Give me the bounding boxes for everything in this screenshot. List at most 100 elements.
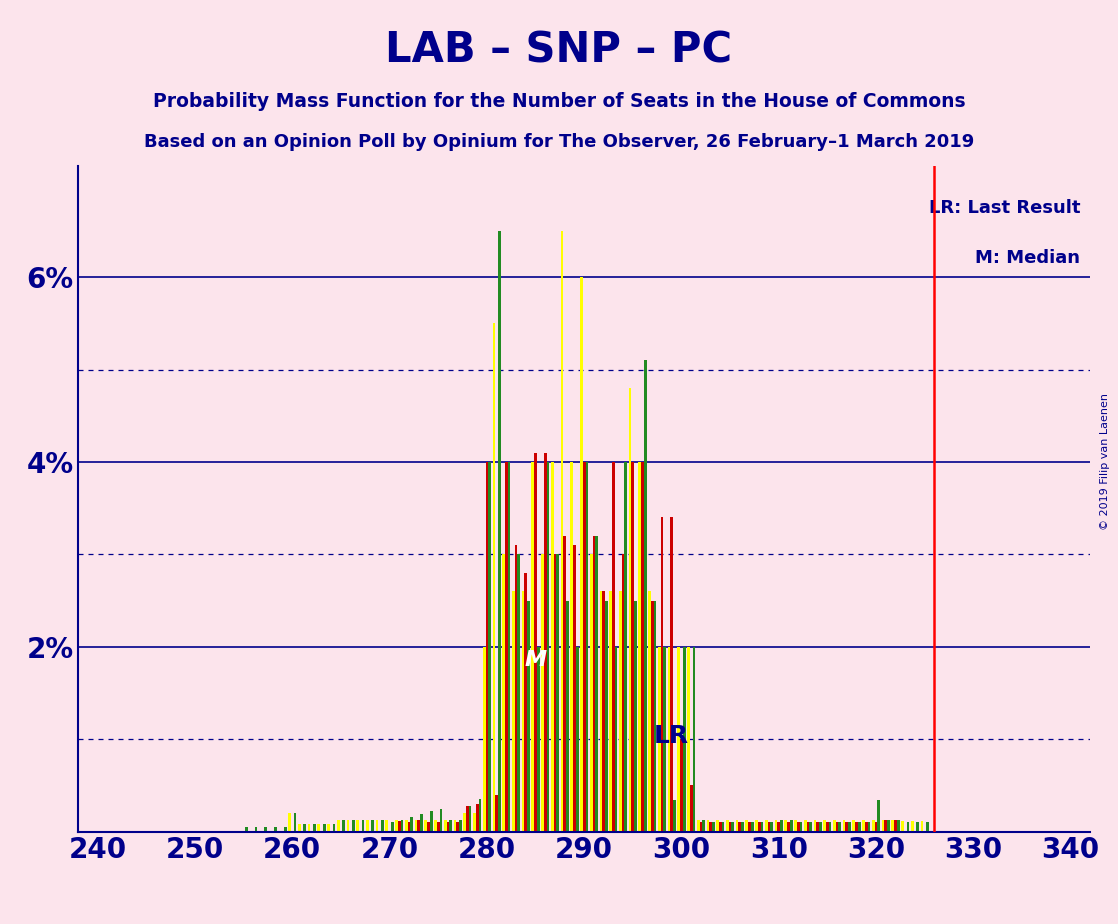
Bar [278,831,282,832]
Bar [291,831,294,832]
Bar [405,820,408,832]
Bar [444,820,446,832]
Bar [755,820,758,832]
Bar [582,462,586,832]
Text: M: Median: M: Median [975,249,1080,267]
Bar [468,806,472,832]
Bar [301,831,303,832]
Bar [729,822,731,832]
Bar [760,822,764,832]
Bar [1043,831,1045,832]
Bar [872,820,874,832]
Bar [342,820,345,832]
Bar [489,462,491,832]
Bar [657,647,661,832]
Text: LAB – SNP – PC: LAB – SNP – PC [386,30,732,71]
Text: © 2019 Filip van Laenen: © 2019 Filip van Laenen [1100,394,1109,530]
Bar [359,831,362,832]
Bar [94,831,96,832]
Bar [959,831,963,832]
Bar [777,822,780,832]
Bar [235,831,238,832]
Text: LR: LR [654,724,690,748]
Bar [654,601,656,832]
Bar [1069,831,1072,832]
Bar [1067,831,1069,832]
Bar [789,820,793,832]
Bar [255,827,257,832]
Bar [719,822,722,832]
Bar [1017,831,1021,832]
Bar [528,601,530,832]
Bar [502,554,505,832]
Bar [391,822,394,832]
Bar [125,831,129,832]
Bar [142,831,145,832]
Bar [692,647,695,832]
Bar [408,822,410,832]
Bar [1021,831,1023,832]
Bar [878,800,880,832]
Bar [551,462,553,832]
Bar [307,824,311,832]
Bar [362,820,364,832]
Bar [758,822,760,832]
Bar [483,647,485,832]
Bar [543,453,547,832]
Bar [243,831,245,832]
Bar [505,462,508,832]
Bar [415,820,417,832]
Bar [644,360,646,832]
Text: LR: Last Result: LR: Last Result [929,199,1080,216]
Bar [634,601,637,832]
Bar [920,821,923,832]
Bar [1033,831,1035,832]
Bar [222,831,226,832]
Bar [449,820,452,832]
Bar [1023,831,1026,832]
Bar [1001,831,1004,832]
Bar [369,831,371,832]
Bar [593,536,595,832]
Bar [239,831,243,832]
Bar [466,806,468,832]
Bar [862,820,865,832]
Bar [164,831,168,832]
Bar [174,831,177,832]
Bar [926,822,929,832]
Bar [318,824,320,832]
Bar [103,831,106,832]
Bar [998,831,1001,832]
Bar [843,820,845,832]
Bar [612,462,615,832]
Bar [722,822,724,832]
Bar [476,804,479,832]
Bar [748,822,751,832]
Bar [697,820,700,832]
Bar [615,647,617,832]
Bar [154,831,158,832]
Bar [887,820,890,832]
Bar [638,462,641,832]
Bar [882,820,884,832]
Bar [953,831,955,832]
Bar [751,822,754,832]
Bar [352,820,354,832]
Bar [663,647,666,832]
Bar [661,517,663,832]
Bar [814,820,816,832]
Bar [252,831,255,832]
Bar [731,822,735,832]
Bar [625,462,627,832]
Bar [785,820,787,832]
Bar [268,831,272,832]
Bar [984,831,987,832]
Bar [1008,831,1011,832]
Bar [328,824,330,832]
Bar [537,647,540,832]
Bar [437,822,439,832]
Bar [371,820,375,832]
Bar [388,831,391,832]
Bar [330,831,332,832]
Bar [736,820,739,832]
